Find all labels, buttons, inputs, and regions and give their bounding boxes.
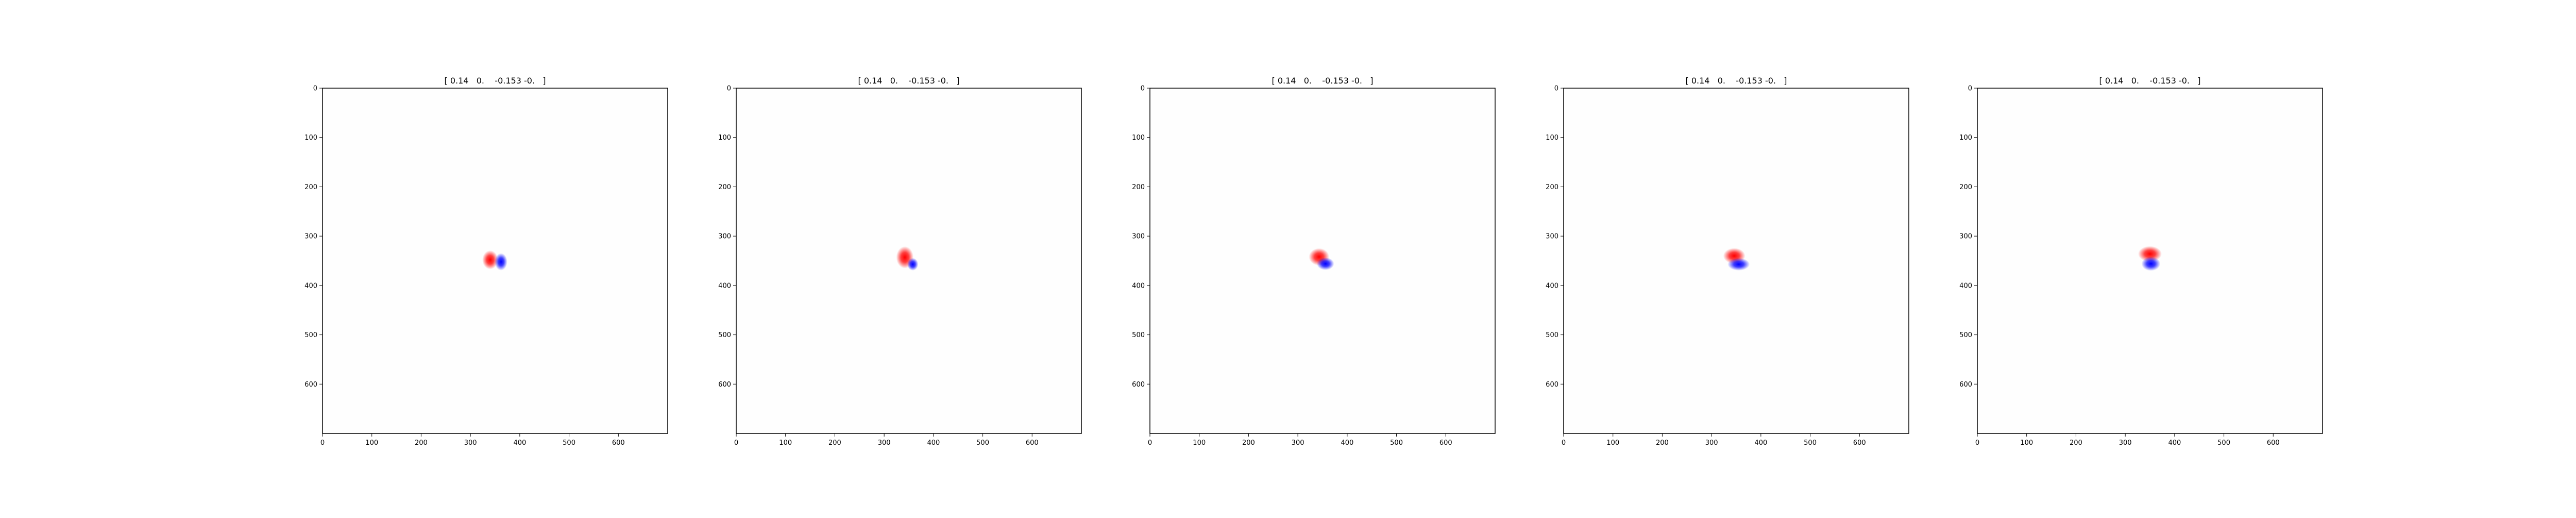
y-tick-label: 500 bbox=[718, 331, 731, 339]
y-tick-label: 400 bbox=[1959, 282, 1972, 290]
axes-frame bbox=[322, 88, 668, 434]
x-tick-label: 600 bbox=[1026, 439, 1039, 447]
y-tick-label: 0 bbox=[1968, 85, 1972, 93]
y-tick-label: 600 bbox=[1546, 381, 1558, 389]
y-tick-label: 0 bbox=[1554, 85, 1558, 93]
y-tick-label: 500 bbox=[1546, 331, 1558, 339]
y-tick-label: 500 bbox=[1132, 331, 1145, 339]
x-tick-label: 100 bbox=[1606, 439, 1619, 447]
x-tick-label: 200 bbox=[1242, 439, 1255, 447]
axes-frame bbox=[1563, 88, 1909, 434]
x-tick-label: 200 bbox=[1656, 439, 1669, 447]
subplot-title: [ 0.14 0. -0.153 -0. ] bbox=[1685, 76, 1787, 86]
x-tick-label: 200 bbox=[415, 439, 428, 447]
x-tick-label: 600 bbox=[1853, 439, 1866, 447]
x-tick-label: 0 bbox=[1148, 439, 1152, 447]
heatmap-blob-negative bbox=[2141, 256, 2161, 271]
x-tick-label: 100 bbox=[1193, 439, 1206, 447]
x-tick-label: 500 bbox=[2217, 439, 2230, 447]
x-tick-label: 500 bbox=[976, 439, 989, 447]
y-tick-label: 500 bbox=[304, 331, 317, 339]
subplot-panel-4: 0 100 200 300 400 500 600 0 100 200 300 400 500 600 [ … bbox=[1546, 76, 1909, 447]
y-tick-label: 400 bbox=[718, 282, 731, 290]
x-tick-label: 200 bbox=[828, 439, 841, 447]
subplot-panel-5: 0 100 200 300 400 500 600 0 100 200 300 400 500 600 [ … bbox=[1959, 76, 2323, 447]
axes-frame bbox=[1977, 88, 2323, 434]
subplot-panel-3: 0 100 200 300 400 500 600 0 100 200 300 400 500 600 [ … bbox=[1132, 76, 1496, 447]
x-tick-label: 100 bbox=[365, 439, 378, 447]
x-tick-label: 600 bbox=[1439, 439, 1452, 447]
heatmap-blob-negative bbox=[1727, 258, 1750, 271]
y-tick-label: 200 bbox=[718, 183, 731, 191]
x-tick-label: 400 bbox=[2168, 439, 2181, 447]
axes-frame bbox=[736, 88, 1082, 434]
y-tick-label: 300 bbox=[304, 233, 317, 241]
y-tick-label: 600 bbox=[1959, 381, 1972, 389]
x-tick-label: 400 bbox=[927, 439, 940, 447]
subplot-title: [ 0.14 0. -0.153 -0. ] bbox=[1272, 76, 1373, 86]
x-tick-label: 100 bbox=[779, 439, 792, 447]
y-tick-label: 200 bbox=[304, 183, 317, 191]
y-tick-label: 400 bbox=[1132, 282, 1145, 290]
x-tick-label: 100 bbox=[2020, 439, 2033, 447]
y-tick-label: 400 bbox=[1546, 282, 1558, 290]
heatmap-blob-negative bbox=[907, 258, 919, 271]
heatmap-blob-negative bbox=[1316, 257, 1334, 270]
x-tick-label: 500 bbox=[1390, 439, 1403, 447]
y-tick-label: 200 bbox=[1132, 183, 1145, 191]
x-tick-label: 0 bbox=[1975, 439, 1979, 447]
y-tick-label: 200 bbox=[1546, 183, 1558, 191]
x-tick-label: 300 bbox=[464, 439, 477, 447]
y-tick-label: 100 bbox=[304, 134, 317, 142]
x-tick-label: 600 bbox=[2267, 439, 2280, 447]
x-tick-label: 200 bbox=[2070, 439, 2082, 447]
heatmap-blob-positive bbox=[482, 250, 498, 270]
heatmap-blob-negative bbox=[495, 253, 507, 271]
x-tick-label: 400 bbox=[513, 439, 526, 447]
subplot-panel-2: 0 100 200 300 400 500 600 0 100 200 300 400 500 600 [ … bbox=[718, 76, 1082, 447]
x-tick-label: 400 bbox=[1754, 439, 1767, 447]
x-tick-label: 0 bbox=[1562, 439, 1566, 447]
y-tick-label: 0 bbox=[727, 85, 731, 93]
x-tick-label: 500 bbox=[563, 439, 575, 447]
subplot-title: [ 0.14 0. -0.153 -0. ] bbox=[858, 76, 959, 86]
x-tick-label: 300 bbox=[1705, 439, 1718, 447]
y-tick-label: 100 bbox=[1132, 134, 1145, 142]
x-tick-label: 500 bbox=[1804, 439, 1817, 447]
y-tick-label: 100 bbox=[1959, 134, 1972, 142]
subplot-panel-1: 0 100 200 300 400 500 600 0 100 200 300 400 500 600 [ … bbox=[304, 76, 668, 447]
x-tick-label: 300 bbox=[878, 439, 891, 447]
y-tick-label: 600 bbox=[304, 381, 317, 389]
y-tick-label: 300 bbox=[718, 233, 731, 241]
subplot-title: [ 0.14 0. -0.153 -0. ] bbox=[2099, 76, 2200, 86]
subplot-grid: 0 100 200 300 400 500 600 0 100 200 300 400 500 600 [ … bbox=[304, 76, 2323, 447]
y-tick-label: 300 bbox=[1959, 233, 1972, 241]
x-tick-label: 300 bbox=[1292, 439, 1304, 447]
y-tick-label: 100 bbox=[1546, 134, 1558, 142]
y-tick-label: 600 bbox=[1132, 381, 1145, 389]
y-tick-label: 0 bbox=[1141, 85, 1145, 93]
y-tick-label: 400 bbox=[304, 282, 317, 290]
y-tick-label: 500 bbox=[1959, 331, 1972, 339]
y-tick-label: 300 bbox=[1546, 233, 1558, 241]
x-tick-label: 300 bbox=[2119, 439, 2132, 447]
y-tick-label: 600 bbox=[718, 381, 731, 389]
x-tick-label: 600 bbox=[612, 439, 625, 447]
subplot-title: [ 0.14 0. -0.153 -0. ] bbox=[444, 76, 546, 86]
y-tick-label: 100 bbox=[718, 134, 731, 142]
x-tick-label: 0 bbox=[320, 439, 325, 447]
y-tick-label: 0 bbox=[313, 85, 317, 93]
y-tick-label: 200 bbox=[1959, 183, 1972, 191]
x-tick-label: 400 bbox=[1341, 439, 1353, 447]
y-tick-label: 300 bbox=[1132, 233, 1145, 241]
x-tick-label: 0 bbox=[734, 439, 738, 447]
axes-frame bbox=[1149, 88, 1496, 434]
